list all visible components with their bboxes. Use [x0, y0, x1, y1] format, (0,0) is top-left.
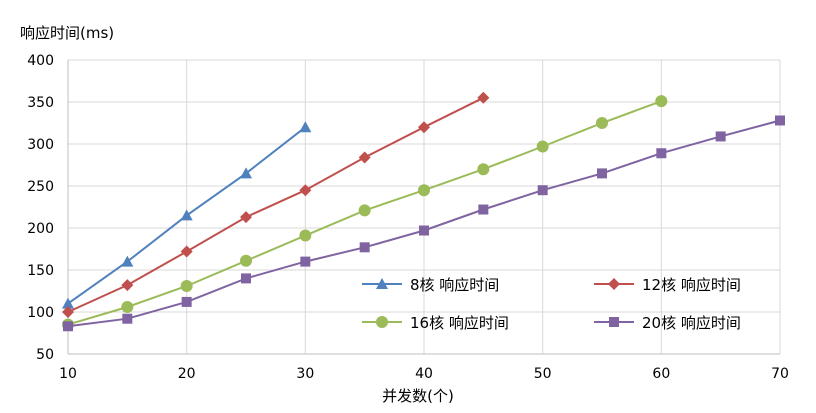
y-tick-label: 250: [27, 179, 54, 195]
data-point: [121, 279, 134, 292]
data-point: [300, 256, 311, 267]
legend-marker: [376, 316, 388, 328]
x-tick-label: 30: [296, 366, 314, 382]
data-point: [597, 168, 607, 179]
data-point: [418, 184, 430, 197]
series-3: [62, 95, 668, 331]
data-point: [240, 254, 252, 267]
data-point: [478, 204, 489, 215]
data-point: [656, 148, 667, 159]
data-point: [122, 313, 133, 324]
x-tick-label: 60: [652, 366, 670, 382]
series-1: [62, 121, 312, 309]
data-point: [121, 300, 134, 313]
y-tick-label: 350: [27, 95, 54, 111]
data-point: [655, 95, 668, 108]
x-tick-label: 10: [59, 366, 77, 382]
y-tick-label: 150: [27, 263, 54, 279]
x-tick-label: 50: [534, 366, 552, 382]
data-point: [358, 204, 371, 217]
legend-entry: 8核 响应时间: [362, 276, 499, 294]
data-point: [715, 131, 726, 142]
x-axis-title: 并发数(个): [382, 387, 454, 405]
data-point: [299, 121, 312, 133]
y-axis-title: 响应时间(ms): [20, 24, 114, 42]
legend-label: 12核 响应时间: [642, 276, 741, 294]
legend-marker: [376, 278, 388, 289]
series-group: [62, 91, 785, 332]
y-tick-label: 50: [36, 347, 54, 363]
data-point: [240, 211, 252, 224]
data-point: [418, 121, 430, 134]
legend-label: 16核 响应时间: [410, 314, 509, 332]
data-point: [537, 185, 548, 196]
data-point: [180, 245, 193, 258]
x-tick-label: 40: [415, 366, 433, 382]
legend-label: 8核 响应时间: [410, 276, 499, 294]
x-tick-label: 70: [771, 366, 789, 382]
data-point: [62, 297, 74, 309]
legend-marker: [609, 317, 619, 327]
y-tick-label: 300: [27, 137, 54, 153]
data-point: [477, 91, 490, 104]
data-point: [477, 163, 490, 176]
legend: 8核 响应时间 12核 响应时间 16核 响应时间 20核 响应时间: [362, 276, 741, 332]
data-point: [359, 242, 370, 253]
legend-entry: 12核 响应时间: [594, 276, 741, 294]
data-point: [181, 296, 192, 307]
series-2: [62, 91, 490, 318]
data-point: [419, 225, 429, 236]
y-tick-label: 100: [27, 305, 54, 321]
data-point: [536, 140, 549, 153]
data-point: [240, 167, 252, 179]
data-point: [121, 255, 134, 267]
data-point: [241, 273, 251, 284]
data-point: [63, 321, 73, 332]
data-point: [180, 279, 193, 292]
series-line: [67, 96, 484, 313]
data-point: [62, 306, 74, 318]
legend-entry: 16核 响应时间: [362, 314, 509, 332]
data-point: [180, 209, 193, 221]
series-4: [63, 115, 785, 332]
y-tick-label: 400: [27, 53, 54, 69]
x-tick-label: 20: [178, 366, 196, 382]
legend-entry: 20核 响应时间: [594, 314, 741, 332]
legend-marker: [608, 278, 620, 290]
y-tick-label: 200: [27, 221, 54, 237]
data-point: [299, 184, 312, 197]
data-point: [358, 151, 371, 164]
data-point: [299, 229, 312, 242]
legend-label: 20核 响应时间: [642, 314, 741, 332]
grid: [68, 59, 781, 354]
data-point: [775, 115, 785, 126]
data-point: [596, 117, 608, 129]
